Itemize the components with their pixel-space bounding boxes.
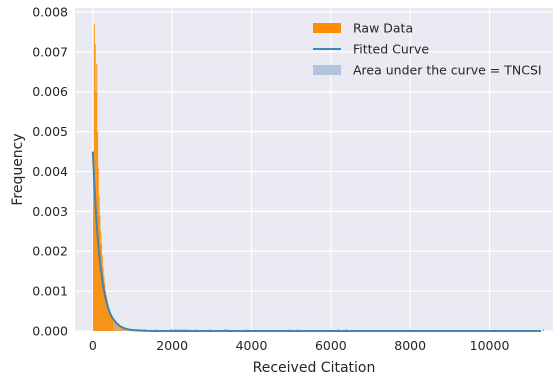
legend-label: Fitted Curve — [353, 42, 429, 57]
histogram-bar — [96, 63, 98, 332]
histogram-bar — [542, 329, 544, 331]
histogram-bar — [121, 327, 123, 331]
y-tick-label: 0.003 — [32, 204, 68, 219]
histogram-bar — [112, 319, 114, 331]
histogram-bar — [113, 321, 115, 331]
histogram-bar — [101, 255, 103, 331]
x-tick-label: 8000 — [394, 338, 426, 353]
histogram-bar — [108, 307, 110, 331]
x-tick-label: 10000 — [470, 338, 510, 353]
legend: Raw Data Fitted Curve Area under the curve… — [313, 21, 542, 78]
histogram-bar — [99, 215, 101, 331]
x-axis-ticks: 0 2000 4000 6000 8000 10000 — [89, 338, 510, 353]
fitted-curve-line — [91, 151, 542, 332]
y-tick-label: 0.004 — [32, 164, 68, 179]
y-tick-label: 0.005 — [32, 124, 68, 139]
histogram-bar — [114, 323, 116, 331]
x-axis-label: Received Citation — [253, 360, 376, 373]
histogram-bar — [107, 303, 109, 331]
plot-background — [75, 8, 553, 331]
histogram-bar — [119, 326, 121, 331]
fitted-curve — [91, 151, 542, 332]
histogram-bar — [93, 151, 95, 331]
histogram-bar — [116, 323, 118, 331]
x-tick-label: 6000 — [315, 338, 347, 353]
legend-swatch — [313, 65, 341, 75]
y-tick-label: 0.006 — [32, 84, 68, 99]
y-tick-label: 0.002 — [32, 244, 68, 259]
legend-label: Raw Data — [353, 21, 413, 36]
histogram-bar — [102, 267, 104, 331]
histogram-bar — [109, 313, 111, 331]
y-axis-ticks: 0.000 0.001 0.002 0.003 0.004 0.005 0.006 0.007… — [32, 4, 68, 338]
histogram-bar — [118, 325, 120, 331]
histogram-bar — [111, 317, 113, 331]
y-tick-label: 0.000 — [32, 324, 68, 339]
histogram-bar — [110, 315, 112, 331]
histogram-bar — [106, 299, 108, 331]
y-tick-label: 0.008 — [32, 4, 68, 19]
x-tick-label: 2000 — [156, 338, 188, 353]
y-tick-label: 0.007 — [32, 44, 68, 59]
y-axis-label: Frequency — [10, 133, 26, 205]
histogram-bar — [100, 243, 103, 331]
histogram-bar — [104, 291, 107, 331]
histogram-bar — [100, 231, 102, 331]
histogram-bar — [105, 295, 107, 331]
x-tick-label: 4000 — [236, 338, 268, 353]
legend-swatch — [313, 23, 341, 33]
y-tick-label: 0.001 — [32, 284, 68, 299]
grid-lines — [75, 8, 553, 332]
histogram-bar — [104, 283, 106, 331]
legend-label: Area under the curve = TNCSI — [353, 63, 542, 78]
histogram-bar — [122, 327, 124, 331]
histogram-bar — [108, 311, 111, 331]
histogram-bar — [103, 275, 105, 331]
x-tick-label: 0 — [89, 338, 97, 353]
